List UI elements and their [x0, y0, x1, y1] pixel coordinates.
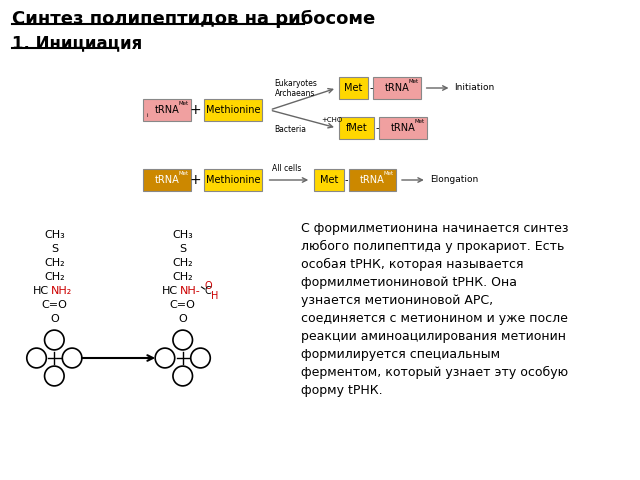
FancyBboxPatch shape — [349, 169, 396, 191]
Text: HC: HC — [162, 286, 178, 296]
Text: CH₂: CH₂ — [44, 272, 65, 282]
Text: tRNA: tRNA — [360, 175, 385, 185]
Text: Met: Met — [179, 171, 189, 176]
Text: C=O: C=O — [42, 300, 67, 310]
Text: Met: Met — [179, 101, 189, 106]
Text: fMet: fMet — [346, 123, 367, 133]
Text: -: - — [369, 83, 373, 93]
FancyBboxPatch shape — [204, 169, 262, 191]
Text: Elongation: Elongation — [429, 176, 478, 184]
Text: Methionine: Methionine — [206, 175, 260, 185]
Text: +: + — [189, 103, 202, 117]
Text: S: S — [51, 244, 58, 254]
Text: C=O: C=O — [170, 300, 196, 310]
Text: Синтез полипептидов на рибосоме: Синтез полипептидов на рибосоме — [12, 10, 375, 28]
Text: 1. Инициация: 1. Инициация — [12, 34, 142, 52]
Text: Methionine: Methionine — [206, 105, 260, 115]
Text: O: O — [50, 314, 59, 324]
Text: С формилметионина начинается синтез
любого полипептида у прокариот. Есть
особая : С формилметионина начинается синтез любо… — [301, 222, 569, 397]
FancyBboxPatch shape — [380, 117, 427, 139]
Text: CH₃: CH₃ — [44, 230, 65, 240]
Text: Eukaryotes: Eukaryotes — [275, 79, 317, 88]
FancyBboxPatch shape — [143, 169, 191, 191]
Text: tRNA: tRNA — [390, 123, 415, 133]
FancyBboxPatch shape — [204, 99, 262, 121]
Text: Met: Met — [415, 119, 425, 124]
Text: CH₂: CH₂ — [172, 258, 193, 268]
FancyBboxPatch shape — [339, 117, 374, 139]
Text: Met: Met — [320, 175, 338, 185]
Text: +: + — [189, 173, 202, 187]
Text: CH₂: CH₂ — [172, 272, 193, 282]
Text: O: O — [204, 281, 212, 291]
Text: tRNA: tRNA — [154, 105, 179, 115]
FancyBboxPatch shape — [373, 77, 420, 99]
Text: -: - — [375, 123, 379, 133]
Text: CH₃: CH₃ — [172, 230, 193, 240]
Text: -: - — [345, 175, 348, 185]
Text: NH₂: NH₂ — [51, 286, 72, 296]
Text: C: C — [204, 286, 211, 296]
FancyBboxPatch shape — [339, 77, 369, 99]
Text: Met: Met — [384, 171, 394, 176]
Text: HC: HC — [33, 286, 49, 296]
Text: tRNA: tRNA — [385, 83, 410, 93]
Text: Initiation: Initiation — [454, 84, 495, 93]
Text: H: H — [211, 291, 219, 301]
Text: Met: Met — [344, 83, 363, 93]
Text: Archaeans: Archaeans — [275, 89, 315, 98]
Text: tRNA: tRNA — [154, 175, 179, 185]
Text: All cells: All cells — [271, 164, 301, 173]
Text: O: O — [179, 314, 187, 324]
Text: +CHO: +CHO — [321, 117, 342, 123]
Text: Met: Met — [409, 79, 419, 84]
Text: NH-: NH- — [180, 286, 200, 296]
Text: S: S — [179, 244, 186, 254]
Text: i: i — [146, 113, 148, 118]
Text: CH₂: CH₂ — [44, 258, 65, 268]
FancyBboxPatch shape — [314, 169, 344, 191]
FancyBboxPatch shape — [143, 99, 191, 121]
Text: Bacteria: Bacteria — [275, 125, 307, 134]
